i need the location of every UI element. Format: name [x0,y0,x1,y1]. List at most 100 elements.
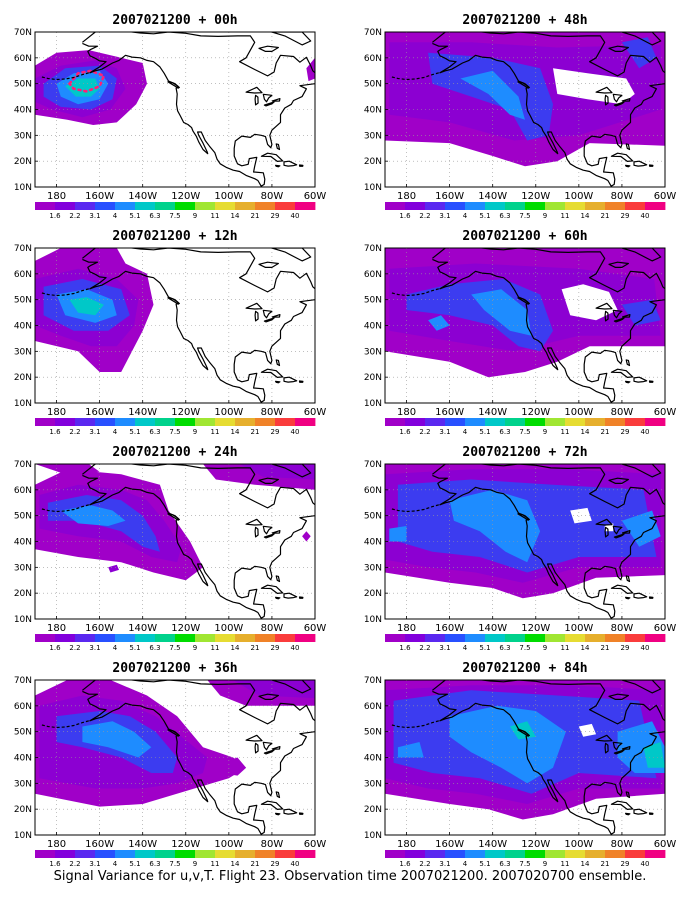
island-outline [167,513,179,521]
lake-outline [271,746,281,750]
colorbar-label: 11 [211,860,220,868]
colorbar-label: 5.1 [129,428,140,436]
colorbar-label: 6.3 [499,860,510,868]
colorbar-label: 6.3 [499,212,510,220]
lat-tick-label: 30N [364,563,382,573]
colorbar-swatch [295,202,316,210]
colorbar-label: 7.5 [169,860,180,868]
colorbar-swatch [465,634,486,642]
variance-contour [220,757,247,776]
colorbar-label: 5.1 [479,644,490,652]
lon-tick-label: 100W [564,191,593,202]
panel-title: 2007021200 + 00h [112,13,237,28]
colorbar-label: 4 [463,644,468,652]
colorbar-swatch [115,418,136,426]
lat-tick-label: 50N [364,296,382,306]
colorbar-label: 5.1 [479,212,490,220]
lon-tick-label: 140W [478,407,507,418]
variance-contour [69,297,104,316]
lat-tick-label: 10N [14,831,32,841]
lon-tick-label: 60W [304,407,327,418]
coastline [82,680,315,835]
colorbar-label: 21 [601,428,610,436]
colorbar-swatch [445,634,466,642]
colorbar-swatch [525,634,546,642]
colorbar-label: 29 [621,644,630,652]
colorbar-swatch [235,202,256,210]
colorbar-swatch [645,634,666,642]
colorbar-label: 40 [641,860,650,868]
lat-tick-label: 10N [364,183,382,193]
colorbar-swatch [175,418,196,426]
island-outline [314,248,315,249]
lat-tick-label: 20N [364,805,382,815]
lat-tick-label: 40N [364,754,382,764]
lake-outline [595,86,613,94]
colorbar-swatch [115,634,136,642]
lon-tick-label: 160W [85,839,114,850]
island-outline [625,359,631,367]
island-outline [517,729,529,737]
colorbar-label: 7.5 [169,644,180,652]
island-outline [258,261,279,268]
island-outline [271,32,312,46]
island-outline [275,164,281,168]
colorbar-label: 29 [271,860,280,868]
colorbar-label: 21 [601,860,610,868]
lake-outline [613,749,625,755]
colorbar-label: 14 [231,212,240,220]
colorbar-label: 21 [251,644,260,652]
variance-contour [471,289,532,336]
variance-contour [553,68,635,105]
lat-tick-label: 20N [364,373,382,383]
colorbar-swatch [445,202,466,210]
figure-caption: Signal Variance for u,v,T. Flight 23. Ob… [53,869,647,884]
colorbar-swatch [645,418,666,426]
lake-outline [263,101,275,107]
island-outline [648,812,654,815]
island-outline [625,596,631,600]
colorbar-label: 1.6 [399,428,411,436]
colorbar-swatch [155,202,176,210]
colorbar-swatch [465,418,486,426]
lake-outline [262,525,273,535]
colorbar-swatch [55,634,76,642]
island-outline [517,513,529,521]
variance-contour [449,705,566,784]
lon-tick-label: 100W [214,407,243,418]
colorbar-label: 7.5 [169,212,180,220]
lake-outline [271,530,281,534]
colorbar-swatch [625,202,646,210]
colorbar-swatch [425,418,446,426]
map-panel: 2007021200 + 48h 10N 20N 30N 40N 50N 60N 70N 180… [364,13,677,220]
lat-tick-label: 60N [364,54,382,64]
colorbar-label: 6.3 [499,428,510,436]
lake-outline [263,533,275,539]
island-outline [633,592,648,599]
lat-tick-label: 70N [14,460,32,470]
lat-tick-label: 50N [14,296,32,306]
colorbar-swatch [465,202,486,210]
colorbar-label: 11 [561,644,570,652]
colorbar-label: 29 [271,428,280,436]
island-outline [648,164,654,167]
colorbar: 1.6 2.2 3.1 4 5.1 6.3 7.5 9 11 14 21 29 40 [35,634,316,652]
colorbar-swatch [485,418,506,426]
lake-outline [245,86,263,94]
island-outline [610,152,634,162]
colorbar-label: 6.3 [149,860,160,868]
lat-tick-label: 50N [364,512,382,522]
lake-outline [595,518,613,526]
lat-tick-label: 60N [14,702,32,712]
colorbar-swatch [135,202,156,210]
colorbar-label: 3.1 [439,860,450,868]
colorbar-swatch [385,202,406,210]
lon-tick-label: 80W [261,623,284,634]
island-outline [283,592,298,599]
aleutian-islands [41,72,89,81]
lake-outline [245,734,263,742]
island-outline [260,368,284,378]
colorbar-swatch [35,418,56,426]
colorbar-label: 9 [543,428,547,436]
colorbar-swatch [425,202,446,210]
